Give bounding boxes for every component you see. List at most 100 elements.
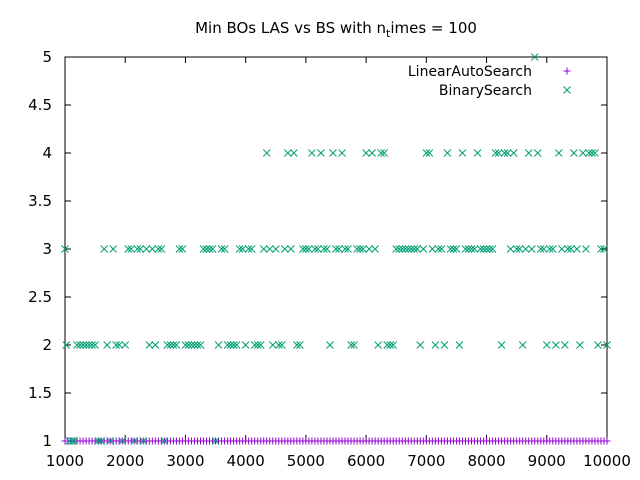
data-point	[419, 245, 428, 253]
data-point	[76, 341, 84, 349]
data-point	[603, 437, 611, 445]
data-point	[274, 341, 283, 349]
axes: 1000 2000 3000 4000 5000 6000 7000 8000 9000 1000…	[28, 48, 631, 470]
data-point	[109, 245, 118, 253]
data-point	[151, 341, 160, 349]
data-point	[193, 341, 202, 349]
data-point	[374, 341, 383, 349]
data-point	[422, 149, 431, 157]
data-point	[491, 149, 500, 157]
data-point	[100, 245, 108, 253]
data-point	[582, 245, 590, 253]
data-point	[139, 437, 148, 445]
data-point	[208, 245, 217, 253]
data-point	[458, 149, 467, 157]
data-point	[479, 245, 488, 253]
series-BinarySearch	[61, 53, 611, 445]
data-point	[567, 245, 575, 253]
data-point	[464, 245, 473, 253]
data-point	[238, 245, 247, 253]
legend-marker	[563, 86, 571, 94]
data-point	[509, 149, 518, 157]
data-point	[579, 149, 587, 157]
x-tick-label: 7000	[407, 452, 445, 470]
chart-title-prefix: Min BOs LAS vs BS with n	[195, 19, 386, 37]
data-point	[163, 341, 172, 349]
data-point	[416, 341, 425, 349]
data-point	[365, 245, 373, 253]
data-point	[271, 245, 280, 253]
data-point	[380, 149, 389, 157]
y-tick-label: 5	[42, 48, 52, 66]
data-point	[353, 245, 361, 253]
data-point	[359, 245, 367, 253]
data-point	[202, 245, 211, 253]
data-point	[551, 341, 560, 349]
data-point	[603, 341, 611, 349]
data-point	[73, 341, 81, 349]
data-point	[166, 341, 175, 349]
data-point	[389, 341, 398, 349]
data-point	[597, 245, 605, 253]
legend: LinearAutoSearch BinarySearch	[408, 64, 571, 99]
data-point	[103, 341, 112, 349]
data-point	[515, 245, 524, 253]
data-point	[533, 149, 542, 157]
data-point	[548, 245, 557, 253]
data-point	[277, 341, 286, 349]
data-point	[410, 245, 419, 253]
y-tick-label: 4	[42, 144, 52, 162]
data-point	[383, 341, 392, 349]
data-point	[564, 245, 572, 253]
data-point	[97, 437, 105, 445]
data-point	[600, 245, 608, 253]
data-point	[253, 341, 262, 349]
data-point	[62, 341, 71, 349]
data-point	[347, 341, 355, 349]
y-tick-label: 1	[42, 432, 52, 450]
data-point	[136, 245, 145, 253]
data-point	[437, 245, 446, 253]
data-point	[187, 341, 196, 349]
data-point	[217, 245, 226, 253]
x-tick-label: 2000	[106, 452, 144, 470]
data-point	[88, 341, 96, 349]
data-point	[299, 245, 307, 253]
data-point	[211, 437, 220, 445]
data-point	[536, 245, 545, 253]
data-point	[338, 149, 346, 157]
data-point	[115, 341, 124, 349]
data-point	[434, 245, 443, 253]
x-tick-label: 6000	[347, 452, 385, 470]
data-point	[280, 245, 289, 253]
data-point	[160, 437, 169, 445]
data-point	[398, 245, 407, 253]
chart-title-suffix: imes = 100	[390, 19, 477, 37]
data-point	[594, 341, 602, 349]
data-point	[94, 437, 102, 445]
legend-label: LinearAutoSearch	[408, 64, 532, 80]
data-point	[268, 341, 277, 349]
x-tick-label: 3000	[166, 452, 204, 470]
data-point	[178, 245, 187, 253]
data-point	[259, 245, 268, 253]
data-point	[521, 245, 530, 253]
data-point	[512, 245, 521, 253]
data-point	[286, 245, 295, 253]
data-point	[518, 341, 527, 349]
data-point	[199, 245, 208, 253]
data-point	[305, 245, 313, 253]
data-point	[443, 149, 452, 157]
data-point	[392, 245, 401, 253]
data-point	[124, 245, 133, 253]
data-point	[302, 245, 310, 253]
data-point	[461, 245, 470, 253]
data-point	[473, 149, 482, 157]
data-point	[320, 245, 328, 253]
data-point	[449, 245, 458, 253]
data-point	[169, 341, 178, 349]
data-point	[425, 149, 434, 157]
data-point	[223, 341, 232, 349]
data-point	[570, 149, 578, 157]
data-point	[576, 341, 584, 349]
